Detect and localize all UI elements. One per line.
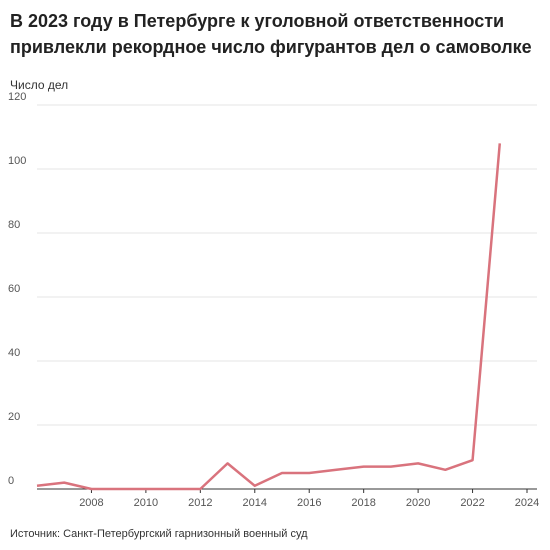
y-tick-label: 60: [8, 283, 20, 295]
y-tick-label: 40: [8, 347, 20, 359]
y-tick-label: 120: [8, 91, 26, 103]
y-tick-label: 0: [8, 475, 14, 487]
y-tick-label: 80: [8, 219, 20, 231]
x-tick-label: 2012: [188, 497, 212, 509]
y-tick-label: 20: [8, 411, 20, 423]
x-tick-label: 2010: [134, 497, 158, 509]
y-axis-label: Число дел: [10, 78, 68, 92]
x-tick-label: 2008: [79, 497, 103, 509]
x-tick-label: 2018: [351, 497, 375, 509]
y-tick-label: 100: [8, 155, 26, 167]
chart-title: В 2023 году в Петербурге к уголовной отв…: [10, 11, 532, 57]
x-tick-label: 2016: [297, 497, 321, 509]
line-series: [36, 143, 502, 491]
x-tick-label: 2014: [243, 497, 267, 509]
x-tick-label: 2020: [406, 497, 430, 509]
x-tick-label: 2022: [460, 497, 484, 509]
x-tick-label: 2024: [515, 497, 539, 509]
source: Источник: Санкт-Петербургский гарнизонны…: [10, 528, 308, 540]
